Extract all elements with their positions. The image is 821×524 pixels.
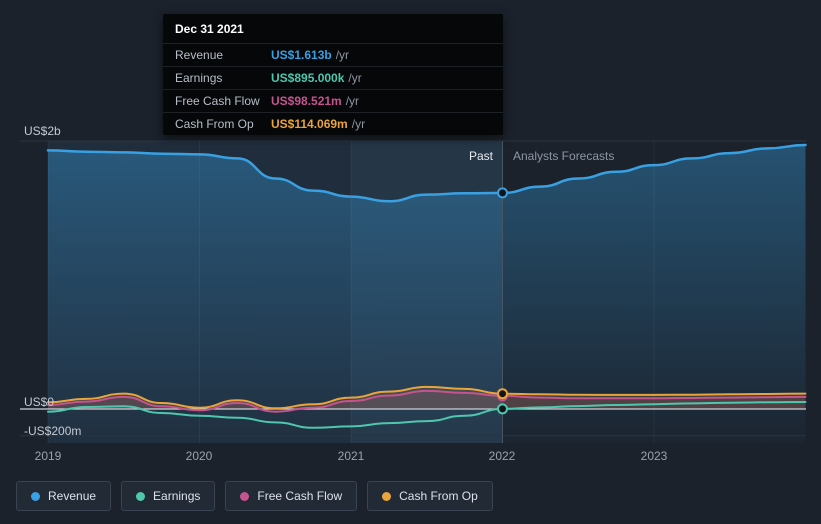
legend-label-revenue: Revenue xyxy=(48,489,97,503)
tooltip-label: Earnings xyxy=(175,71,223,85)
y-axis-label-2b: US$2b xyxy=(24,124,61,138)
cash-from-op-line xyxy=(47,385,807,410)
legend-item-earnings[interactable]: Earnings xyxy=(121,481,216,511)
x-tick-2022: 2022 xyxy=(488,449,516,463)
tooltip-value: US$895.000k xyxy=(271,71,345,85)
x-tick-2019: 2019 xyxy=(34,449,62,463)
legend-item-free-cash-flow[interactable]: Free Cash Flow xyxy=(225,481,358,511)
tooltip-suffix: /yr xyxy=(335,48,350,62)
legend-label-earnings: Earnings xyxy=(153,489,201,503)
tooltip-label: Free Cash Flow xyxy=(175,94,260,108)
revenue-marker[interactable] xyxy=(497,187,508,199)
tooltip-suffix: /yr xyxy=(345,94,360,108)
x-tick-2023: 2023 xyxy=(640,449,668,463)
tooltip-label: Revenue xyxy=(175,48,224,62)
free-cash-flow-line xyxy=(47,389,807,413)
free-cash-flow-legend-dot xyxy=(240,491,250,501)
tooltip-row-earnings: Earnings US$895.000k /yr xyxy=(163,66,503,89)
legend-item-cash-from-op[interactable]: Cash From Op xyxy=(367,481,493,511)
legend-label-free-cash-flow: Free Cash Flow xyxy=(257,489,343,503)
y-axis-label-0: US$0 xyxy=(24,395,55,409)
legend: Revenue Earnings Free Cash Flow Cash Fro… xyxy=(16,481,493,511)
revenue-line xyxy=(46,143,807,203)
tooltip-row-free-cash-flow: Free Cash Flow US$98.521m /yr xyxy=(163,89,503,112)
forecast-label: Analysts Forecasts xyxy=(513,149,615,163)
tooltip: Dec 31 2021 Revenue US$1.613b /yr Earnin… xyxy=(163,14,503,135)
earnings-line xyxy=(47,401,807,429)
tooltip-value: US$1.613b xyxy=(271,48,332,62)
revenue-area xyxy=(48,145,806,443)
free-cash-flow-area xyxy=(48,390,806,412)
tooltip-label: Cash From Op xyxy=(175,117,254,131)
revenue-legend-dot xyxy=(31,491,40,501)
tooltip-row-revenue: Revenue US$1.613b /yr xyxy=(163,43,503,66)
tooltip-suffix: /yr xyxy=(351,117,366,131)
tooltip-suffix: /yr xyxy=(348,71,362,85)
cash-from-op-legend-dot xyxy=(382,491,392,501)
x-tick-2021: 2021 xyxy=(337,449,365,463)
tooltip-date: Dec 31 2021 xyxy=(175,22,244,36)
x-tick-2020: 2020 xyxy=(185,449,213,463)
cash-from-op-marker[interactable] xyxy=(497,388,508,400)
tooltip-value: US$114.069m xyxy=(271,117,348,131)
y-axis-label-neg200m: -US$200m xyxy=(24,424,82,438)
legend-label-cash-from-op: Cash From Op xyxy=(399,489,478,503)
earnings-marker[interactable] xyxy=(497,403,508,415)
earnings-legend-dot xyxy=(136,491,146,501)
gridlines xyxy=(20,140,806,443)
tooltip-value: US$98.521m xyxy=(271,94,342,108)
tooltip-row-cash-from-op: Cash From Op US$114.069m /yr xyxy=(163,112,503,135)
legend-item-revenue[interactable]: Revenue xyxy=(16,481,112,511)
past-label: Past xyxy=(468,149,493,163)
